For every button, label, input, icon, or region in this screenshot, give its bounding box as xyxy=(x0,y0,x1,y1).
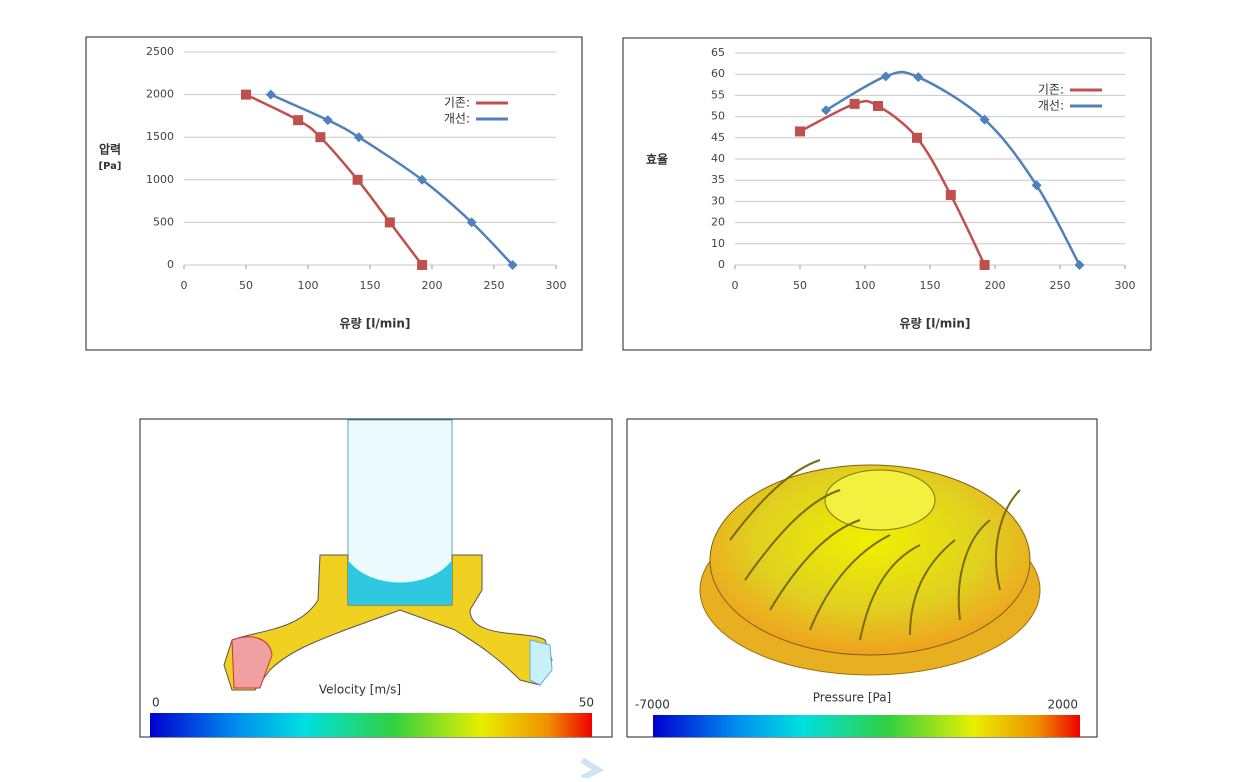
y-tick-label: 30 xyxy=(711,194,725,207)
marker xyxy=(979,260,990,270)
x-axis-label: 유량 [l/min] xyxy=(900,317,971,331)
x-tick-label: 50 xyxy=(239,279,253,292)
x-tick-label: 250 xyxy=(484,279,505,292)
x-tick-label: 0 xyxy=(732,279,739,292)
marker xyxy=(849,98,860,109)
x-tick-label: 300 xyxy=(546,279,567,292)
x-axis-label: 유량 [l/min] xyxy=(340,317,411,331)
x-tick-label: 100 xyxy=(298,279,319,292)
chart-frame xyxy=(622,37,1152,351)
marker xyxy=(417,260,428,270)
marker xyxy=(384,217,395,228)
y-tick-label: 65 xyxy=(711,46,725,59)
x-tick-label: 0 xyxy=(181,279,188,292)
y-tick-label: 1000 xyxy=(146,173,174,186)
x-tick-label: 200 xyxy=(985,279,1006,292)
x-tick-label: 150 xyxy=(920,279,941,292)
x-tick-label: 300 xyxy=(1115,279,1136,292)
marker xyxy=(353,132,364,143)
y-tick-label: 500 xyxy=(153,215,174,228)
y-tick-label: 60 xyxy=(711,67,725,80)
colorbar-max: 50 xyxy=(579,696,594,710)
legend-label: 기존: xyxy=(1038,83,1064,97)
x-tick-label: 150 xyxy=(360,279,381,292)
marker xyxy=(795,126,805,137)
pressure-panel xyxy=(626,418,1098,738)
marker xyxy=(1031,180,1042,191)
decoration xyxy=(580,757,605,781)
y-axis-label: [Pa] xyxy=(99,161,122,172)
y-tick-label: 20 xyxy=(711,216,725,229)
marker xyxy=(352,174,363,185)
marker xyxy=(241,89,251,100)
marker xyxy=(979,114,990,125)
colorbar-title: Velocity [m/s] xyxy=(319,683,401,697)
y-tick-label: 45 xyxy=(711,131,725,144)
colorbar-min: 0 xyxy=(152,696,160,710)
y-tick-label: 40 xyxy=(711,152,725,165)
series-line xyxy=(825,70,1081,266)
marker xyxy=(880,71,891,82)
marker xyxy=(507,260,518,270)
x-tick-label: 200 xyxy=(422,279,443,292)
colorbar-min: -7000 xyxy=(635,698,670,712)
marker xyxy=(315,132,326,143)
marker xyxy=(322,115,333,126)
y-tick-label: 2500 xyxy=(146,45,174,58)
marker xyxy=(821,105,831,116)
marker xyxy=(417,174,428,185)
y-tick-label: 55 xyxy=(711,88,725,101)
marker xyxy=(913,72,924,83)
y-tick-label: 0 xyxy=(718,258,725,271)
marker xyxy=(1074,260,1085,270)
velocity-panel xyxy=(139,418,613,738)
x-tick-label: 50 xyxy=(793,279,807,292)
marker xyxy=(912,132,922,143)
y-tick-label: 2000 xyxy=(146,88,174,101)
colorbar-max: 2000 xyxy=(1047,698,1078,712)
colorbar-title: Pressure [Pa] xyxy=(813,691,891,705)
y-axis-label: 효율 xyxy=(646,153,668,167)
y-tick-label: 35 xyxy=(711,173,725,186)
legend-label: 개선: xyxy=(444,112,470,126)
y-tick-label: 10 xyxy=(711,237,725,250)
marker xyxy=(466,217,477,228)
chart-frame xyxy=(85,36,583,351)
y-tick-label: 50 xyxy=(711,110,725,123)
marker xyxy=(265,89,276,100)
x-tick-label: 250 xyxy=(1050,279,1071,292)
y-tick-label: 1500 xyxy=(146,130,174,143)
marker xyxy=(945,190,956,201)
marker xyxy=(873,101,883,111)
y-axis-label: 압력 xyxy=(99,143,121,157)
legend-label: 기존: xyxy=(444,96,470,110)
legend-label: 개선: xyxy=(1038,99,1064,113)
marker xyxy=(293,115,304,126)
x-tick-label: 100 xyxy=(855,279,876,292)
y-tick-label: 0 xyxy=(167,258,174,271)
